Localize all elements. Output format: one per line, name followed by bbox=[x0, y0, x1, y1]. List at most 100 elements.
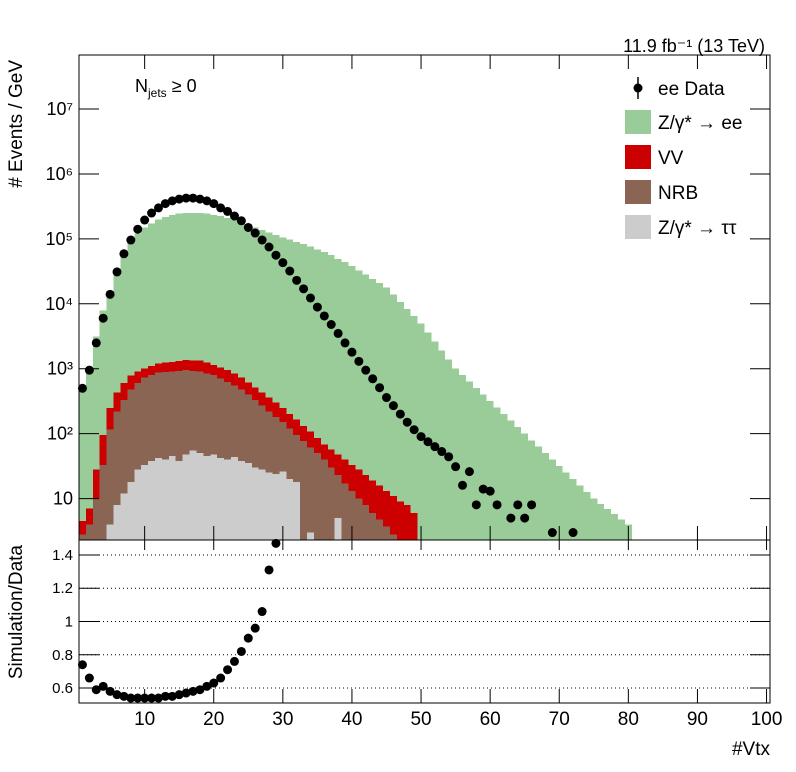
hist-bar bbox=[279, 237, 287, 408]
hist-bar bbox=[334, 454, 342, 476]
data-point bbox=[319, 311, 329, 321]
hist-bar bbox=[224, 381, 232, 460]
hist-bar bbox=[334, 258, 342, 455]
hist-bar bbox=[590, 498, 598, 540]
y-tick-label: 10⁵ bbox=[46, 229, 73, 249]
hist-bar bbox=[175, 370, 183, 461]
data-point bbox=[520, 513, 530, 523]
hist-bar bbox=[244, 224, 252, 383]
ratio-point bbox=[271, 538, 281, 548]
hist-bar bbox=[410, 512, 418, 540]
hist-bar bbox=[106, 524, 114, 540]
x-tick-label: 40 bbox=[341, 709, 362, 730]
hist-bar bbox=[348, 266, 356, 465]
data-point bbox=[395, 409, 405, 419]
hist-bar bbox=[569, 479, 577, 540]
hist-bar bbox=[341, 262, 349, 460]
hist-bar bbox=[79, 388, 86, 522]
ratio-point bbox=[167, 691, 177, 701]
hist-bar bbox=[113, 271, 121, 393]
hist-bar bbox=[141, 377, 149, 465]
data-point bbox=[430, 442, 440, 452]
hist-bar bbox=[148, 223, 156, 367]
data-point bbox=[278, 258, 288, 268]
data-point bbox=[299, 284, 309, 294]
data-point bbox=[568, 528, 578, 538]
data-point bbox=[354, 356, 364, 366]
hist-bar bbox=[92, 336, 100, 470]
data-point bbox=[492, 500, 502, 510]
ratio-point bbox=[236, 646, 246, 656]
hist-bar bbox=[265, 472, 273, 540]
data-point bbox=[444, 452, 454, 462]
hist-bar bbox=[175, 360, 183, 371]
hist-bar bbox=[396, 501, 404, 540]
hist-bar bbox=[210, 214, 218, 365]
data-point bbox=[402, 417, 412, 427]
data-point bbox=[312, 302, 322, 312]
hist-bar bbox=[279, 422, 287, 472]
hist-bar bbox=[327, 449, 335, 468]
hist-bar bbox=[161, 372, 169, 460]
hist-bar bbox=[231, 373, 238, 386]
data-point bbox=[188, 193, 198, 203]
hist-bar bbox=[148, 460, 156, 540]
hist-bar bbox=[106, 290, 114, 408]
hist-bar bbox=[362, 475, 370, 505]
hist-bar bbox=[113, 411, 121, 505]
hist-bar bbox=[251, 387, 259, 400]
hist-bar bbox=[85, 524, 93, 540]
hist-bar bbox=[148, 366, 156, 376]
ratio-point bbox=[223, 665, 233, 675]
x-tick-label: 30 bbox=[272, 709, 293, 730]
header: 11.9 fb⁻¹ (13 TeV) bbox=[623, 36, 765, 56]
hist-bar bbox=[313, 438, 321, 454]
legend-marker bbox=[633, 83, 643, 93]
y-tick-label: 10⁷ bbox=[46, 99, 73, 119]
hist-bar bbox=[155, 372, 162, 459]
data-point bbox=[126, 235, 136, 245]
hist-bar bbox=[562, 472, 570, 540]
ratio-point bbox=[77, 660, 87, 670]
data-point bbox=[471, 500, 481, 510]
hist-bar bbox=[175, 460, 183, 540]
hist-bar bbox=[369, 512, 377, 540]
hist-bar bbox=[189, 360, 197, 371]
hist-bar bbox=[396, 301, 404, 502]
hist-bar bbox=[265, 232, 273, 398]
x-tick-label: 70 bbox=[549, 709, 570, 730]
hist-bar bbox=[272, 417, 280, 474]
data-point bbox=[257, 235, 267, 245]
legend-swatch bbox=[625, 180, 651, 204]
data-point bbox=[347, 347, 357, 357]
x-axis-label: #Vtx bbox=[732, 739, 771, 760]
hist-bar bbox=[134, 233, 142, 372]
data-point bbox=[437, 447, 447, 457]
hist-bar bbox=[472, 388, 480, 540]
x-tick-label: 50 bbox=[410, 709, 431, 730]
hist-bar bbox=[307, 532, 314, 540]
hist-bar bbox=[541, 453, 549, 540]
hist-bar bbox=[362, 274, 370, 476]
ratio-point bbox=[126, 693, 136, 703]
legend-label: Z/γ* → ee bbox=[658, 113, 742, 134]
hist-bar bbox=[383, 287, 390, 492]
hist-bar bbox=[120, 399, 128, 494]
data-point bbox=[375, 383, 385, 393]
hist-bar bbox=[307, 246, 314, 432]
data-point bbox=[547, 528, 557, 538]
hist-bar bbox=[376, 485, 384, 520]
hist-bar bbox=[307, 431, 314, 448]
hist-bar bbox=[224, 459, 232, 540]
ratio-point bbox=[133, 693, 143, 703]
hist-bar bbox=[134, 371, 142, 384]
hist-bar bbox=[203, 213, 211, 363]
data-point bbox=[98, 313, 108, 323]
hist-bar bbox=[376, 519, 384, 540]
hist-bar bbox=[535, 446, 542, 540]
hist-bar bbox=[286, 239, 294, 415]
annotation-subscript: jets bbox=[147, 86, 167, 100]
hist-bar bbox=[237, 460, 245, 540]
data-point bbox=[388, 401, 398, 411]
